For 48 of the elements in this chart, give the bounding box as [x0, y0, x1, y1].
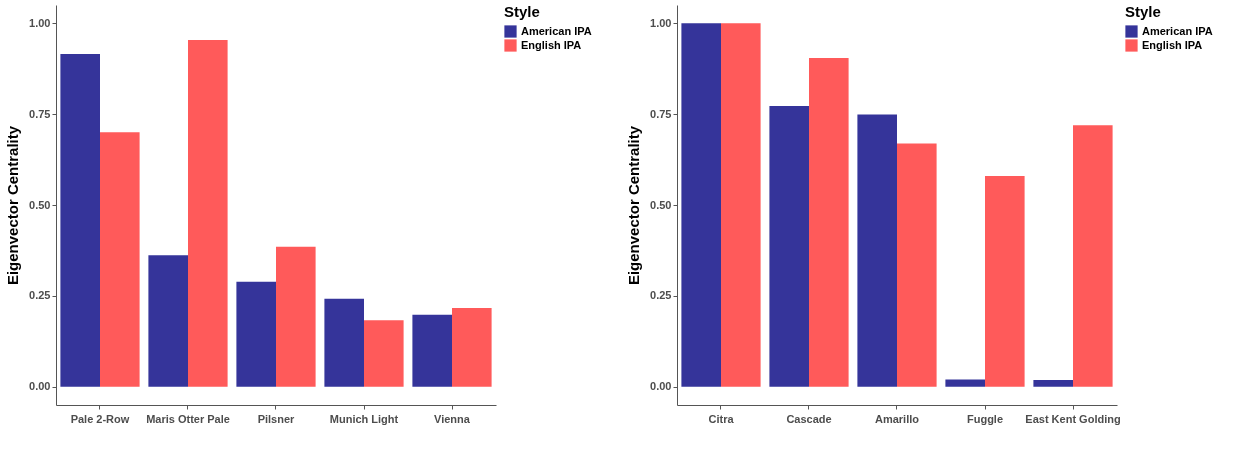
bar — [681, 23, 721, 387]
x-tick-label: Pale 2-Row — [70, 412, 130, 425]
bar — [364, 320, 404, 387]
y-axis-title: Eigenvector Centrality — [4, 125, 22, 286]
y-tick-label: 0.75 — [29, 107, 51, 120]
bar — [236, 281, 276, 387]
y-tick-label: 0.50 — [650, 198, 672, 211]
bar — [897, 143, 937, 387]
y-tick-label: 0.25 — [29, 289, 51, 302]
bar — [148, 255, 188, 387]
x-tick-label: Munich Light — [329, 412, 399, 425]
y-tick-label: 0.00 — [650, 380, 672, 393]
y-tick-label: 0.00 — [29, 380, 51, 393]
y-tick-label: 1.00 — [650, 16, 672, 29]
bar — [1073, 125, 1113, 387]
bar — [188, 39, 228, 387]
y-tick-label: 0.75 — [650, 107, 672, 120]
bar — [721, 23, 761, 387]
x-tick-label: Amarillo — [874, 412, 920, 425]
legend-label: English IPA — [521, 38, 582, 51]
x-tick-label: Maris Otter Pale — [146, 412, 230, 425]
y-tick-label: 0.50 — [29, 198, 51, 211]
x-tick-label: East Kent Golding — [1025, 412, 1121, 425]
bar — [769, 106, 809, 387]
bar — [452, 307, 492, 387]
bar — [857, 114, 897, 387]
x-tick-label: Cascade — [786, 412, 832, 425]
bar — [945, 379, 985, 387]
bar — [985, 175, 1025, 387]
bar — [276, 246, 316, 387]
legend-title: Style — [1125, 3, 1161, 20]
y-axis-title: Eigenvector Centrality — [625, 125, 643, 286]
bar — [100, 132, 140, 387]
y-tick-label: 0.25 — [650, 289, 672, 302]
x-tick-label: Citra — [708, 412, 735, 425]
legend-label: English IPA — [1142, 38, 1203, 51]
legend-title: Style — [504, 3, 540, 20]
bar — [60, 54, 100, 387]
x-tick-label: Fuggle — [966, 412, 1004, 425]
legend-label: American IPA — [1142, 24, 1213, 37]
bar — [809, 58, 849, 387]
bar — [324, 298, 364, 387]
x-tick-label: Vienna — [434, 412, 471, 425]
legend-label: American IPA — [521, 24, 592, 37]
x-tick-label: Pilsner — [257, 412, 296, 425]
bar — [412, 314, 452, 387]
bar — [1033, 379, 1073, 387]
y-tick-label: 1.00 — [29, 16, 51, 29]
